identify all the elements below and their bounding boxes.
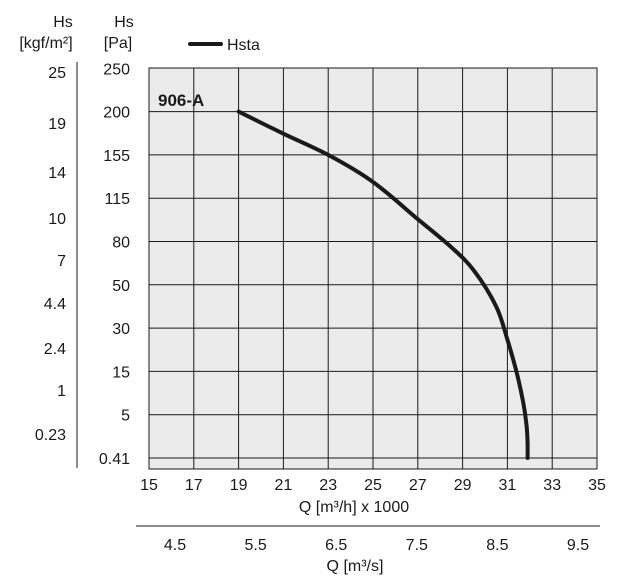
x-tick-label: 27 [409,477,427,494]
x2-tick-label: 6.5 [325,537,347,554]
x2-tick-label: 8.5 [486,537,508,554]
y2-axis-unit: [kgf/m²] [19,35,72,52]
model-label: 906-A [158,91,204,110]
y2-tick-label: 14 [48,165,66,182]
y-tick-label: 5 [121,408,130,425]
x2-tick-label: 5.5 [244,537,266,554]
series-line-hsta [236,109,530,460]
x-tick-label: 33 [543,477,561,494]
y-axis-unit: [Pa] [104,35,132,52]
x2-tick-label: 4.5 [164,537,186,554]
y2-tick-label: 25 [48,65,66,82]
y-tick-label: 200 [103,105,130,122]
x2-tick-label: 7.5 [406,537,428,554]
y2-tick-label: 1 [57,383,66,400]
y-tick-label: 15 [112,364,130,381]
x-tick-labels: 15 17 19 21 23 25 27 29 31 33 35 [140,477,606,494]
y2-tick-labels: 25 19 14 10 7 4.4 2.4 1 0.23 [35,65,66,444]
y2-axis-title: Hs [53,14,73,31]
x-tick-label: 25 [364,477,382,494]
x-tick-label: 21 [275,477,293,494]
y-tick-label: 0.41 [99,451,130,468]
y2-tick-label: 4.4 [44,296,66,313]
grid-lines [149,68,597,469]
x2-tick-label: 9.5 [567,537,589,554]
y2-tick-label: 19 [48,116,66,133]
x-tick-label: 19 [230,477,248,494]
x-tick-label: 17 [185,477,203,494]
y-tick-label: 80 [112,235,130,252]
x-tick-label: 31 [499,477,517,494]
y-tick-label: 115 [104,191,130,208]
y-axis-title: Hs [114,14,134,31]
x-axis-label: Q [m³/h] x 1000 [299,499,409,516]
y-tick-label: 155 [103,148,130,165]
x-tick-label: 23 [319,477,337,494]
y2-tick-label: 10 [48,211,66,228]
y2-tick-label: 2.4 [44,341,66,358]
x-tick-label: 35 [588,477,606,494]
legend-label-hsta: Hsta [227,37,260,54]
y-tick-label: 30 [112,321,130,338]
y-tick-label: 50 [112,278,130,295]
x2-axis-label: Q [m³/s] [327,558,384,575]
y-tick-label: 250 [103,61,130,78]
y2-tick-label: 0.23 [35,427,66,444]
x2-tick-labels: 4.5 5.5 6.5 7.5 8.5 9.5 [164,537,589,554]
x-tick-label: 29 [454,477,472,494]
x-tick-label: 15 [140,477,158,494]
y2-tick-label: 7 [57,253,66,270]
